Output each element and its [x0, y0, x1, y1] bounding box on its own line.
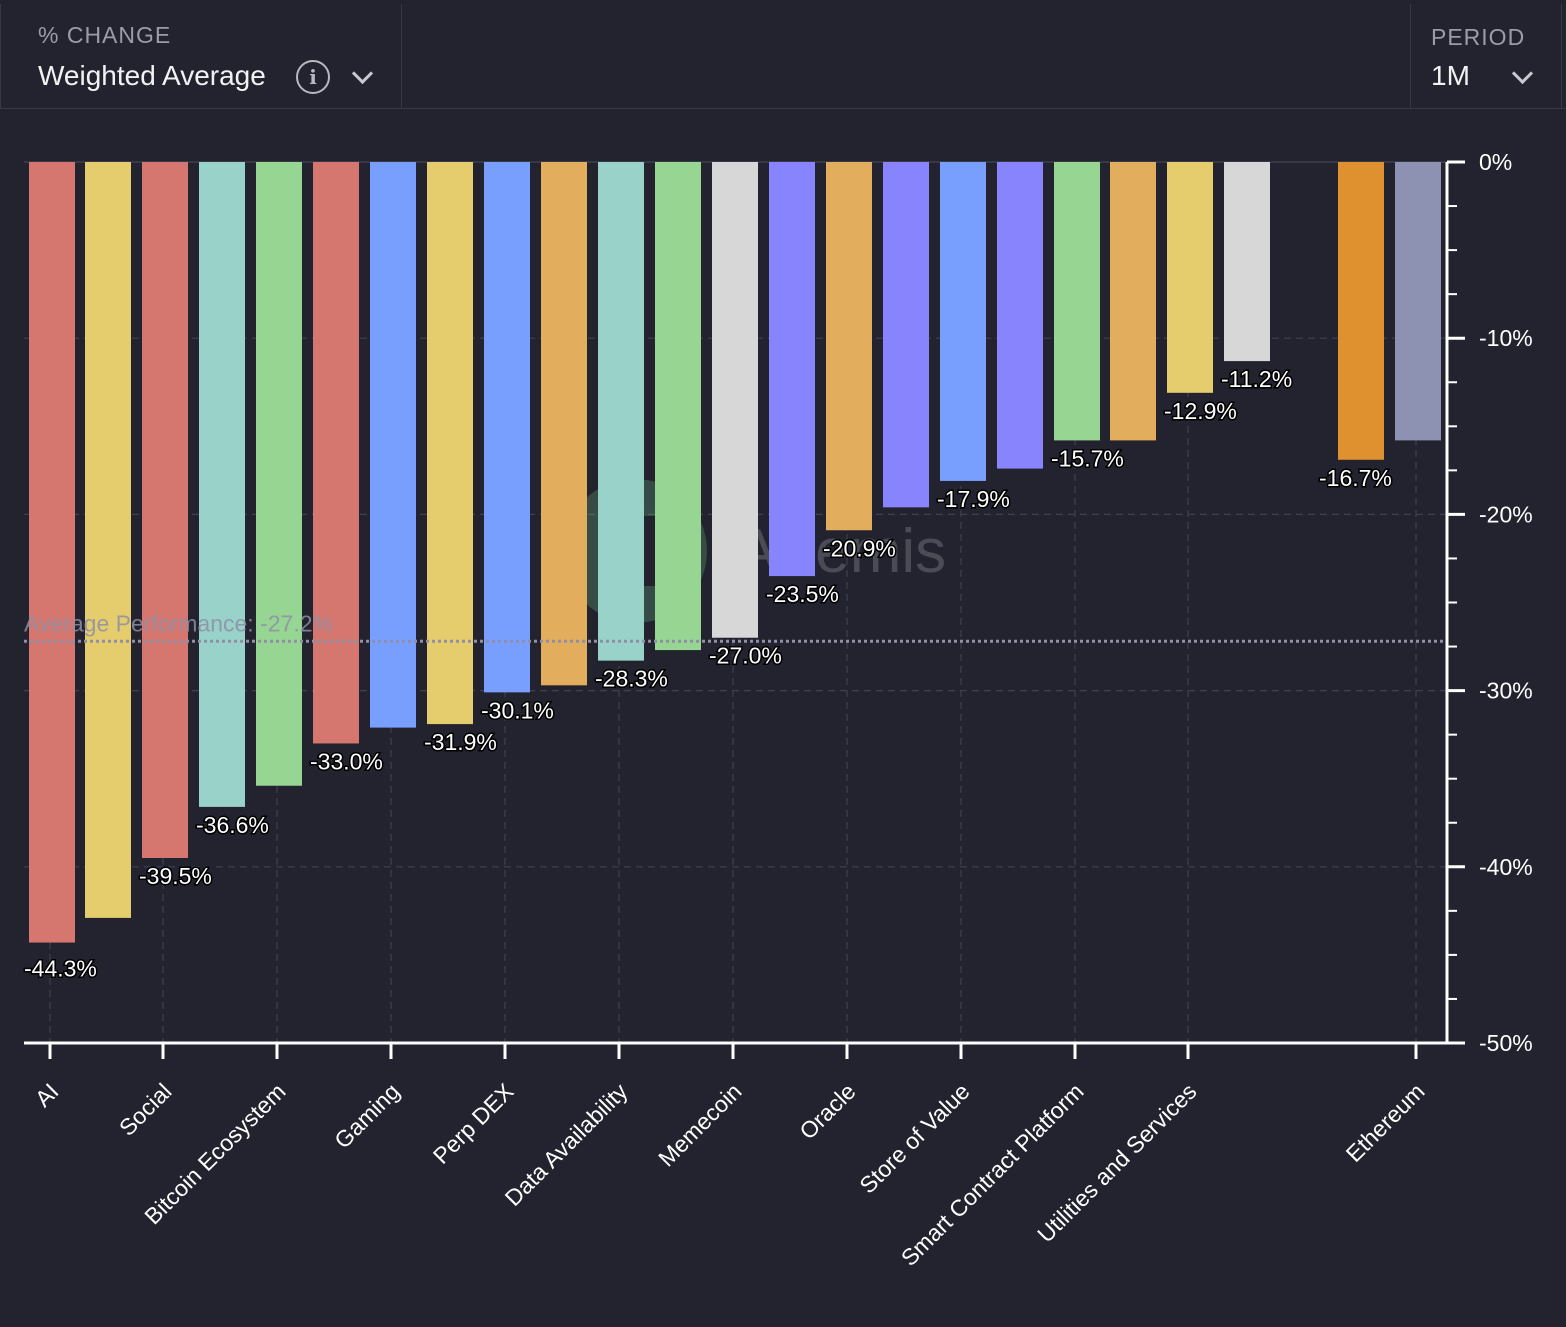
x-tick-label: Oracle: [794, 1078, 860, 1144]
bar: [1110, 162, 1156, 441]
x-tick-label: Perp DEX: [428, 1078, 519, 1169]
bar: [1395, 162, 1441, 441]
data-label: -28.3%: [595, 666, 668, 692]
x-tick-label: Store of Value: [854, 1078, 974, 1198]
data-label: -44.3%: [24, 956, 97, 982]
bar-chart: Artemis Average Performance: -27.2% -44.3%…: [0, 109, 1566, 1322]
x-tick-label: Gaming: [329, 1078, 404, 1153]
x-tick-label: Smart Contract Platform: [896, 1078, 1089, 1271]
period-value: 1M: [1431, 60, 1470, 91]
data-label: -33.0%: [310, 748, 383, 774]
change-label: % CHANGE: [38, 22, 172, 48]
data-label: -20.9%: [823, 535, 896, 561]
chevron-down-icon[interactable]: [1511, 62, 1534, 85]
data-label: -27.0%: [709, 643, 782, 669]
bar: [1224, 162, 1270, 362]
data-label: -16.7%: [1319, 465, 1392, 491]
data-label: -39.5%: [139, 863, 212, 889]
chart-header: % CHANGE Weighted Average i PERIOD 1M: [0, 0, 1566, 109]
bar: [826, 162, 872, 531]
y-tick-label: -20%: [1479, 501, 1533, 527]
chevron-down-icon[interactable]: [351, 62, 374, 85]
bar: [598, 162, 644, 661]
y-tick-label: 0%: [1479, 149, 1512, 175]
average-label: Average Performance: -27.2%: [24, 610, 333, 636]
bar: [370, 162, 416, 728]
period-label: PERIOD: [1431, 24, 1526, 50]
info-icon[interactable]: i: [296, 60, 330, 94]
bar: [541, 162, 587, 686]
y-tick-label: -30%: [1479, 678, 1533, 704]
bar: [769, 162, 815, 577]
change-mode-selector[interactable]: % CHANGE Weighted Average i: [0, 4, 402, 108]
bar: [199, 162, 245, 807]
bar: [313, 162, 359, 744]
x-tick-label: AI: [30, 1078, 64, 1112]
bar: [427, 162, 473, 725]
data-label: -15.7%: [1051, 445, 1124, 471]
bar: [142, 162, 188, 858]
y-tick-label: -50%: [1479, 1030, 1533, 1056]
data-label: -23.5%: [766, 581, 839, 607]
bar: [85, 162, 131, 918]
x-tick-label: Ethereum: [1341, 1078, 1430, 1167]
y-tick-label: -10%: [1479, 325, 1533, 351]
data-label: -31.9%: [424, 729, 497, 755]
data-label: -36.6%: [196, 812, 269, 838]
bar: [883, 162, 929, 508]
y-tick-label: -40%: [1479, 854, 1533, 880]
bar: [997, 162, 1043, 469]
bar: [1054, 162, 1100, 441]
bar: [256, 162, 302, 786]
bar: [655, 162, 701, 651]
period-selector[interactable]: PERIOD 1M: [1410, 4, 1562, 108]
data-label: -11.2%: [1221, 366, 1292, 392]
change-value: Weighted Average: [38, 60, 266, 91]
bar: [1167, 162, 1213, 393]
data-label: -30.1%: [481, 697, 554, 723]
data-label: -17.9%: [937, 486, 1010, 512]
x-tick-label: Social: [114, 1078, 177, 1141]
bar: [1338, 162, 1384, 460]
data-label: -12.9%: [1164, 398, 1237, 424]
x-tick-label: Memecoin: [653, 1078, 746, 1171]
bar: [712, 162, 758, 638]
x-tick-label: Data Availability: [500, 1078, 633, 1211]
bar: [29, 162, 75, 943]
bar: [940, 162, 986, 481]
bar: [484, 162, 530, 693]
